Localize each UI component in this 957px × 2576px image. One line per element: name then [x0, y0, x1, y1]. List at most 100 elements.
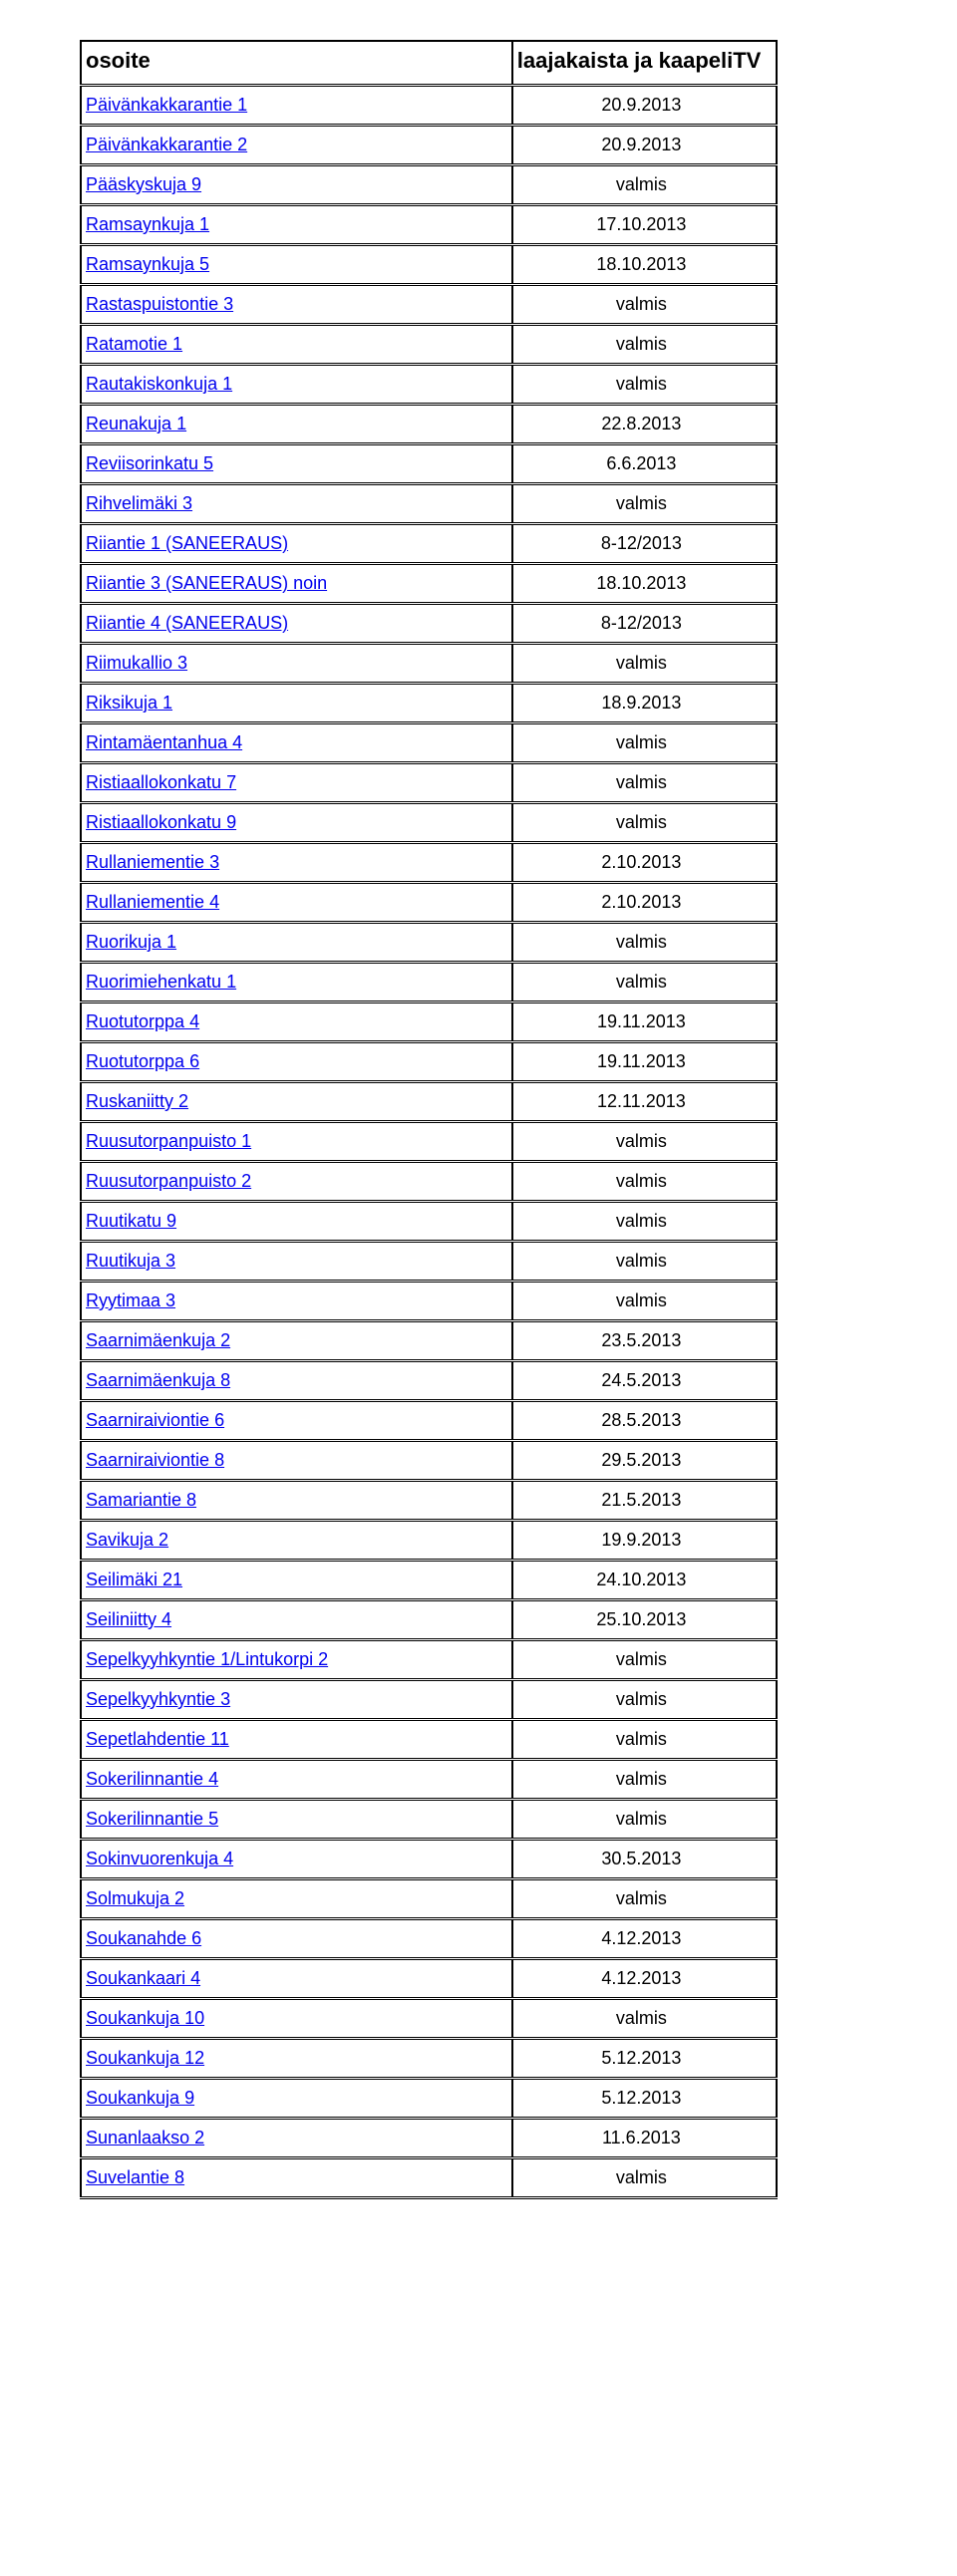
status-cell: valmis	[512, 963, 777, 1002]
status-cell: 19.11.2013	[512, 1042, 777, 1082]
status-cell: valmis	[512, 1640, 777, 1680]
table-row: Ruutikatu 9valmis	[81, 1202, 777, 1242]
address-cell[interactable]: Soukanahde 6	[81, 1919, 512, 1959]
status-cell: 28.5.2013	[512, 1401, 777, 1441]
status-cell: 21.5.2013	[512, 1481, 777, 1521]
status-cell: valmis	[512, 1879, 777, 1919]
status-cell: valmis	[512, 1760, 777, 1800]
table-row: Sepelkyyhkyntie 1/Lintukorpi 2valmis	[81, 1640, 777, 1680]
table-row: Ruorimiehenkatu 1valmis	[81, 963, 777, 1002]
address-cell[interactable]: Ristiaallokonkatu 9	[81, 803, 512, 843]
status-cell: 30.5.2013	[512, 1840, 777, 1879]
table-row: Soukanahde 64.12.2013	[81, 1919, 777, 1959]
address-cell[interactable]: Saarniraiviontie 8	[81, 1441, 512, 1481]
address-cell[interactable]: Päivänkakkarantie 2	[81, 126, 512, 165]
table-row: Ruotutorppa 419.11.2013	[81, 1002, 777, 1042]
address-cell[interactable]: Ruorikuja 1	[81, 923, 512, 963]
status-cell: 20.9.2013	[512, 126, 777, 165]
table-row: Riiantie 4 (SANEERAUS)8-12/2013	[81, 604, 777, 644]
address-cell[interactable]: Ristiaallokonkatu 7	[81, 763, 512, 803]
address-cell[interactable]: Rautakiskonkuja 1	[81, 365, 512, 405]
address-cell[interactable]: Sokerilinnantie 5	[81, 1800, 512, 1840]
table-row: Soukankuja 125.12.2013	[81, 2039, 777, 2079]
address-cell[interactable]: Riiantie 1 (SANEERAUS)	[81, 524, 512, 564]
table-row: Soukankaari 44.12.2013	[81, 1959, 777, 1999]
table-row: Ruutikuja 3valmis	[81, 1242, 777, 1282]
status-cell: valmis	[512, 1999, 777, 2039]
table-row: Riimukallio 3valmis	[81, 644, 777, 684]
address-cell[interactable]: Ruotutorppa 4	[81, 1002, 512, 1042]
address-cell[interactable]: Ruutikuja 3	[81, 1242, 512, 1282]
address-cell[interactable]: Reunakuja 1	[81, 405, 512, 444]
table-row: Saarnimäenkuja 824.5.2013	[81, 1361, 777, 1401]
header-status: laajakaista ja kaapeliTV	[512, 41, 777, 86]
address-cell[interactable]: Solmukuja 2	[81, 1879, 512, 1919]
table-row: Ruusutorpanpuisto 1valmis	[81, 1122, 777, 1162]
address-cell[interactable]: Ramsaynkuja 1	[81, 205, 512, 245]
address-cell[interactable]: Ruusutorpanpuisto 2	[81, 1162, 512, 1202]
status-cell: valmis	[512, 1282, 777, 1321]
status-cell: 29.5.2013	[512, 1441, 777, 1481]
address-cell[interactable]: Reviisorinkatu 5	[81, 444, 512, 484]
table-row: Sunanlaakso 211.6.2013	[81, 2119, 777, 2158]
table-row: Riksikuja 118.9.2013	[81, 684, 777, 723]
status-cell: 11.6.2013	[512, 2119, 777, 2158]
table-header-row: osoite laajakaista ja kaapeliTV	[81, 41, 777, 86]
address-cell[interactable]: Savikuja 2	[81, 1521, 512, 1561]
address-cell[interactable]: Riksikuja 1	[81, 684, 512, 723]
status-cell: 4.12.2013	[512, 1959, 777, 1999]
table-row: Sokerilinnantie 4valmis	[81, 1760, 777, 1800]
address-cell[interactable]: Soukankuja 12	[81, 2039, 512, 2079]
table-row: Solmukuja 2valmis	[81, 1879, 777, 1919]
address-cell[interactable]: Saarniraiviontie 6	[81, 1401, 512, 1441]
table-row: Sokinvuorenkuja 430.5.2013	[81, 1840, 777, 1879]
status-cell: valmis	[512, 165, 777, 205]
address-cell[interactable]: Saarnimäenkuja 2	[81, 1321, 512, 1361]
table-row: Samariantie 821.5.2013	[81, 1481, 777, 1521]
table-row: Ruotutorppa 619.11.2013	[81, 1042, 777, 1082]
address-cell[interactable]: Sunanlaakso 2	[81, 2119, 512, 2158]
address-cell[interactable]: Päivänkakkarantie 1	[81, 86, 512, 126]
status-cell: 2.10.2013	[512, 843, 777, 883]
address-cell[interactable]: Ryytimaa 3	[81, 1282, 512, 1321]
address-cell[interactable]: Rullaniementie 3	[81, 843, 512, 883]
address-cell[interactable]: Ruskaniitty 2	[81, 1082, 512, 1122]
address-cell[interactable]: Sokerilinnantie 4	[81, 1760, 512, 1800]
address-cell[interactable]: Seiliniitty 4	[81, 1600, 512, 1640]
status-cell: 25.10.2013	[512, 1600, 777, 1640]
address-cell[interactable]: Soukankuja 9	[81, 2079, 512, 2119]
address-cell[interactable]: Soukankaari 4	[81, 1959, 512, 1999]
status-cell: valmis	[512, 723, 777, 763]
address-cell[interactable]: Riiantie 3 (SANEERAUS) noin	[81, 564, 512, 604]
table-row: Rastaspuistontie 3valmis	[81, 285, 777, 325]
address-cell[interactable]: Riiantie 4 (SANEERAUS)	[81, 604, 512, 644]
availability-table: osoite laajakaista ja kaapeliTV Päivänka…	[80, 40, 778, 2199]
address-cell[interactable]: Rintamäentanhua 4	[81, 723, 512, 763]
address-cell[interactable]: Ramsaynkuja 5	[81, 245, 512, 285]
address-cell[interactable]: Rihvelimäki 3	[81, 484, 512, 524]
address-cell[interactable]: Sepetlahdentie 11	[81, 1720, 512, 1760]
table-row: Saarniraiviontie 628.5.2013	[81, 1401, 777, 1441]
address-cell[interactable]: Sepelkyyhkyntie 3	[81, 1680, 512, 1720]
table-row: Ruusutorpanpuisto 2valmis	[81, 1162, 777, 1202]
address-cell[interactable]: Sepelkyyhkyntie 1/Lintukorpi 2	[81, 1640, 512, 1680]
address-cell[interactable]: Riimukallio 3	[81, 644, 512, 684]
status-cell: 18.10.2013	[512, 245, 777, 285]
address-cell[interactable]: Samariantie 8	[81, 1481, 512, 1521]
address-cell[interactable]: Saarnimäenkuja 8	[81, 1361, 512, 1401]
address-cell[interactable]: Suvelantie 8	[81, 2158, 512, 2198]
address-cell[interactable]: Ruorimiehenkatu 1	[81, 963, 512, 1002]
status-cell: valmis	[512, 2158, 777, 2198]
address-cell[interactable]: Rastaspuistontie 3	[81, 285, 512, 325]
address-cell[interactable]: Seilimäki 21	[81, 1561, 512, 1600]
address-cell[interactable]: Pääskyskuja 9	[81, 165, 512, 205]
table-row: Sokerilinnantie 5valmis	[81, 1800, 777, 1840]
address-cell[interactable]: Rullaniementie 4	[81, 883, 512, 923]
address-cell[interactable]: Ruusutorpanpuisto 1	[81, 1122, 512, 1162]
address-cell[interactable]: Ratamotie 1	[81, 325, 512, 365]
address-cell[interactable]: Sokinvuorenkuja 4	[81, 1840, 512, 1879]
address-cell[interactable]: Soukankuja 10	[81, 1999, 512, 2039]
address-cell[interactable]: Ruotutorppa 6	[81, 1042, 512, 1082]
table-row: Saarnimäenkuja 223.5.2013	[81, 1321, 777, 1361]
address-cell[interactable]: Ruutikatu 9	[81, 1202, 512, 1242]
